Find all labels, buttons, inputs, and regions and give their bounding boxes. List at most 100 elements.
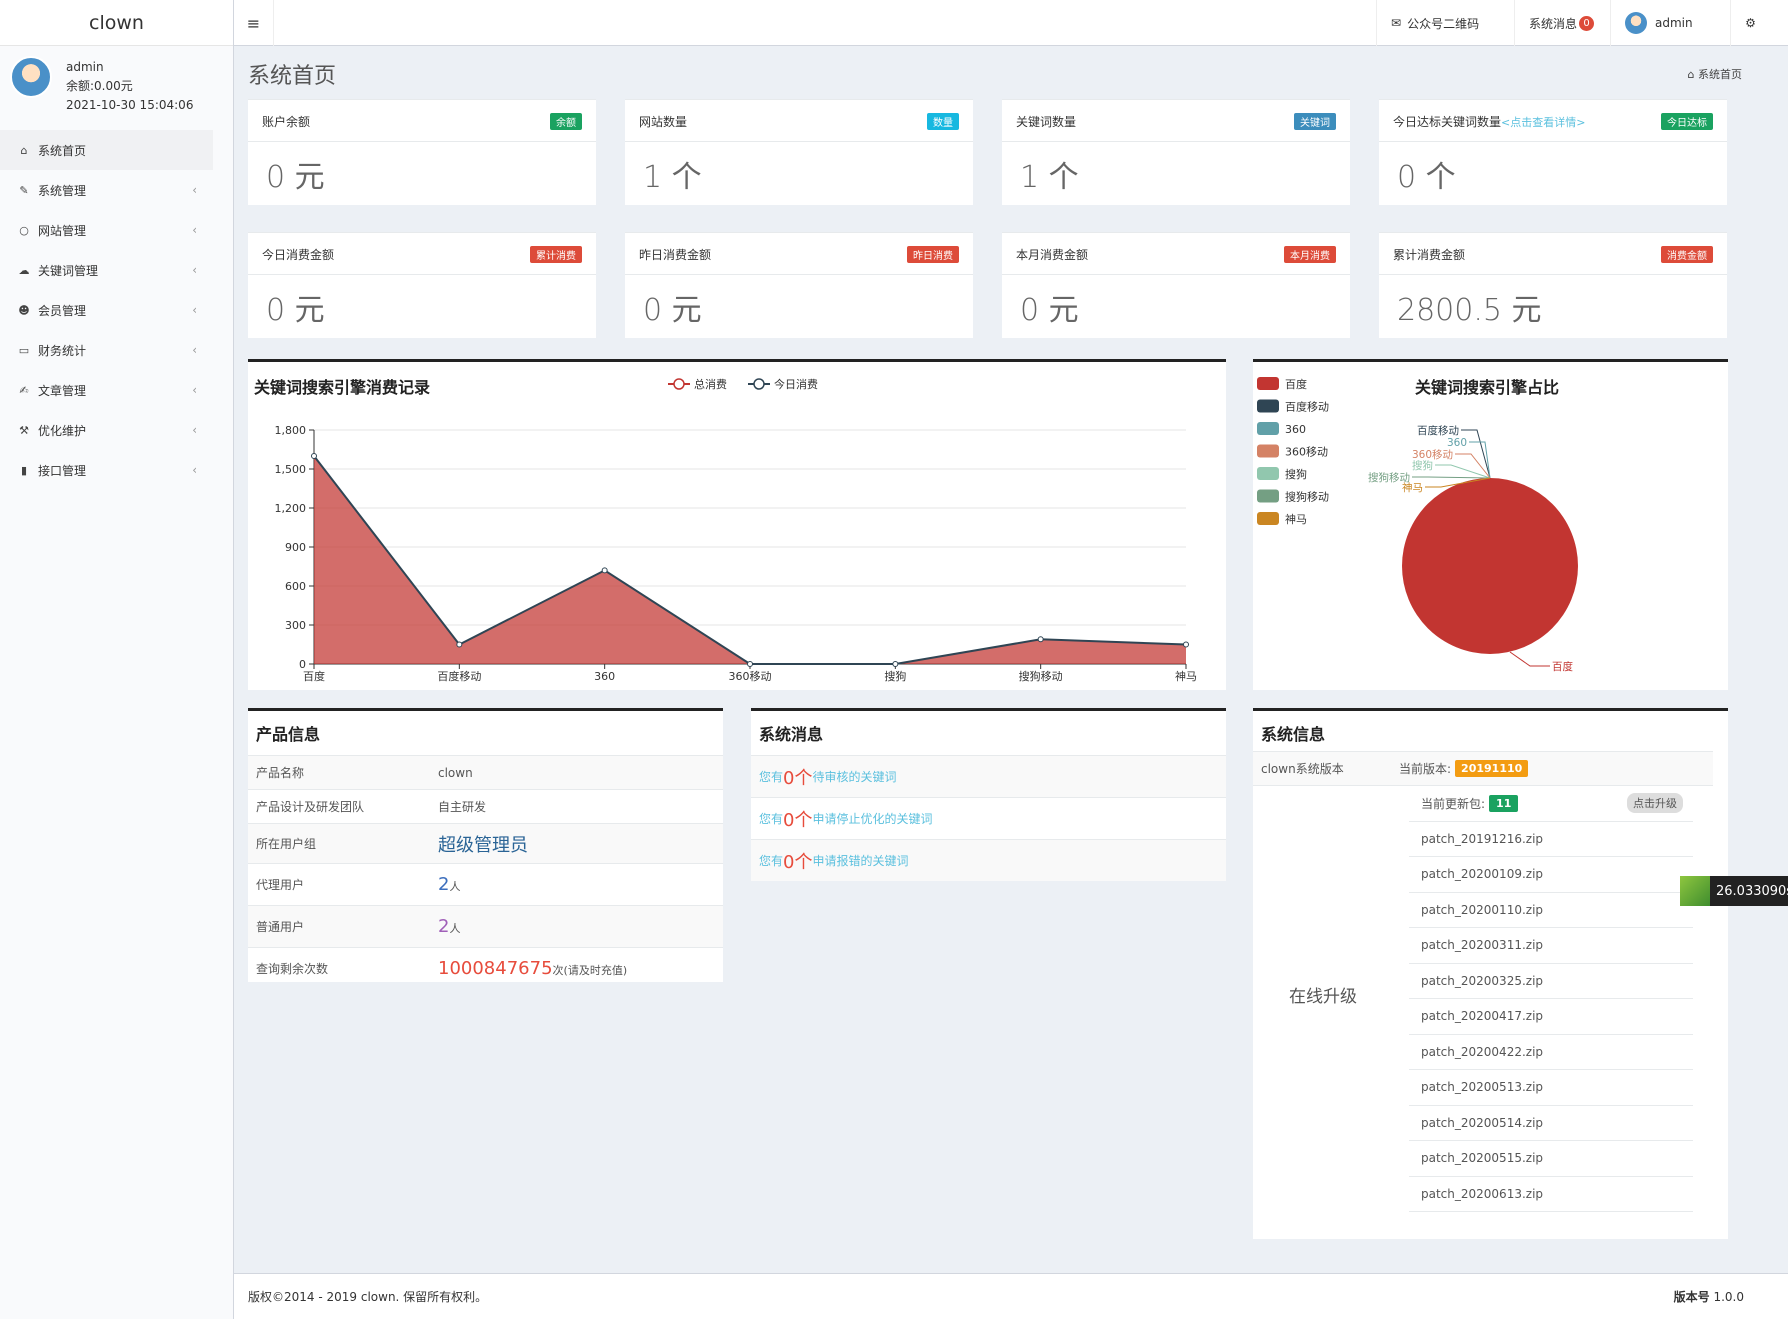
sidebar-item-0[interactable]: ⌂ 系统首页 (0, 130, 213, 170)
stat-value: 2800.5 元 (1397, 293, 1542, 328)
users-icon: ☻ (18, 303, 30, 317)
y-tick-label: 1,800 (275, 424, 307, 437)
chevron-left-icon: ‹ (192, 303, 197, 317)
x-tick-label: 百度 (303, 669, 325, 683)
message-prefix: 您有 (759, 854, 784, 868)
upgrade-button[interactable]: 点击升级 (1627, 793, 1683, 814)
sidebar-item-4[interactable]: ☻ 会员管理 ‹ (0, 290, 233, 330)
stat-tag: 关键词 (1294, 113, 1336, 130)
table-row: 所在用户组 超级管理员 (248, 823, 723, 864)
gavel-icon: ⚒ (19, 423, 29, 437)
menu-toggle-icon[interactable]: ≡ (234, 0, 274, 46)
page-timer: 26.033090s (1680, 876, 1788, 906)
stat-tag: 余额 (550, 113, 582, 130)
chevron-left-icon: ‹ (192, 343, 197, 357)
stat-value: 0 个 (1397, 160, 1456, 195)
wechat-qr-button[interactable]: ✉ 公众号二维码 (1376, 0, 1514, 46)
breadcrumb: ⌂ 系统首页 (1688, 66, 1742, 82)
product-info-table: 产品名称 clown 产品设计及研发团队 自主研发 所在用户组 超级管理员 代理用户 2人 普通… (248, 755, 723, 990)
legend-swatch (1257, 444, 1279, 458)
row-value: 自主研发 (438, 800, 487, 814)
legend-label: 今日消费 (774, 377, 818, 391)
sidebar-item-1[interactable]: ✎ 系统管理 ‹ (0, 170, 233, 210)
version-number: 1.0.0 (1713, 1290, 1744, 1304)
stat-value: 1 个 (1020, 160, 1079, 195)
sidebar-item-label: 优化维护 (38, 423, 87, 438)
patch-item: patch_20200110.zip (1409, 893, 1693, 928)
stat-card: 本月消费金额 本月消费 0 元 (1002, 232, 1350, 338)
app-logo[interactable]: clown (0, 0, 233, 46)
x-tick-label: 神马 (1175, 669, 1197, 683)
row-key: 查询剩余次数 (248, 947, 430, 990)
stat-card: 今日消费金额 累计消费 0 元 (248, 232, 596, 338)
legend-label: 搜狗 (1285, 467, 1307, 481)
wrench-icon: ✎ (19, 183, 29, 197)
row-value: 1000847675 (438, 958, 553, 980)
message-prefix: 您有 (759, 812, 784, 826)
patch-count-badge: 11 (1489, 794, 1519, 812)
y-tick-label: 0 (299, 658, 306, 671)
version-label: clown系统版本 (1261, 762, 1344, 776)
edit-icon: ✍ (19, 383, 29, 397)
settings-icon[interactable]: ⚙ (1730, 0, 1770, 46)
user-avatar (1625, 12, 1647, 34)
stat-card: 关键词数量 关键词 1 个 (1002, 99, 1350, 205)
stat-tag: 昨日消费 (907, 246, 959, 263)
message-text: 待审核的关键词 (812, 770, 897, 784)
patch-item: patch_20200514.zip (1409, 1106, 1693, 1141)
chevron-left-icon: ‹ (192, 463, 197, 477)
table-row: 产品设计及研发团队 自主研发 (248, 789, 723, 824)
patch-item: patch_20200311.zip (1409, 928, 1693, 964)
legend-swatch (1257, 512, 1279, 525)
wechat-qr-label: 公众号二维码 (1407, 16, 1480, 31)
product-info-title: 产品信息 (256, 725, 321, 744)
patch-item: patch_20200325.zip (1409, 964, 1693, 999)
sidebar-item-7[interactable]: ⚒ 优化维护 ‹ (0, 410, 233, 450)
message-item[interactable]: 您有 0个 申请停止优化的关键词 (751, 797, 1226, 839)
patch-item: patch_20200109.zip (1409, 857, 1693, 893)
slice-label: 搜狗移动 (1368, 471, 1410, 484)
system-messages-button[interactable]: 系统消息 0 (1514, 0, 1610, 46)
stat-card: 今日达标关键词数量<点击查看详情> 今日达标 0 个 (1379, 99, 1727, 205)
slice-label: 神马 (1402, 481, 1423, 494)
stat-tag: 消费金额 (1661, 246, 1713, 263)
data-point (311, 453, 317, 459)
label-line (1435, 464, 1491, 479)
stat-card: 网站数量 数量 1 个 (625, 99, 973, 205)
row-key: 代理用户 (248, 863, 430, 906)
stat-label: 账户余额 (262, 115, 311, 129)
footer: 版权©2014 - 2019 clown. 保留所有权利。 版本号 1.0.0 (234, 1273, 1788, 1319)
circle-icon: ○ (19, 223, 29, 237)
pie-slice (1402, 478, 1578, 654)
message-count: 0个 (783, 767, 813, 789)
x-tick-label: 搜狗移动 (1019, 669, 1063, 683)
breadcrumb-link[interactable]: 系统首页 (1698, 68, 1742, 81)
sidebar-item-8[interactable]: ▮ 接口管理 ‹ (0, 450, 233, 490)
message-item[interactable]: 您有 0个 待审核的关键词 (751, 755, 1226, 797)
credit-card-icon: ▭ (18, 343, 30, 357)
stat-tag: 数量 (927, 113, 959, 130)
user-panel: admin 余额:0.00元 2021-10-30 15:04:06 (0, 46, 233, 130)
patch-item: patch_20191216.zip (1409, 822, 1693, 857)
sidebar-item-3[interactable]: ☁ 关键词管理 ‹ (0, 250, 233, 290)
sidebar-item-label: 关键词管理 (38, 263, 99, 278)
y-tick-label: 900 (285, 541, 306, 554)
sidebar-item-2[interactable]: ○ 网站管理 ‹ (0, 210, 233, 250)
slice-label: 搜狗 (1412, 459, 1433, 472)
timer-value: 26.033090s (1716, 883, 1788, 899)
message-item[interactable]: 您有 0个 申请报错的关键词 (751, 839, 1226, 881)
avatar[interactable] (10, 56, 52, 98)
user-menu-button[interactable]: admin (1610, 0, 1714, 46)
details-link[interactable]: <点击查看详情> (1501, 116, 1586, 129)
row-key: 产品名称 (248, 755, 430, 790)
product-info-panel: 产品信息 产品名称 clown 产品设计及研发团队 自主研发 所在用户组 超级管理员 代理用… (248, 708, 723, 990)
timer-icon (1680, 876, 1710, 906)
sidebar-item-5[interactable]: ▭ 财务统计 ‹ (0, 330, 233, 370)
copyright: 版权©2014 - 2019 clown. 保留所有权利。 (248, 1290, 488, 1304)
patch-count-label: 当前更新包: (1421, 796, 1486, 811)
patch-item: patch_20200515.zip (1409, 1141, 1693, 1177)
sidebar-item-6[interactable]: ✍ 文章管理 ‹ (0, 370, 233, 410)
stat-tag: 本月消费 (1284, 246, 1336, 263)
stat-tag: 今日达标 (1661, 113, 1713, 130)
chart-title: 关键词搜索引擎消费记录 (254, 378, 431, 397)
